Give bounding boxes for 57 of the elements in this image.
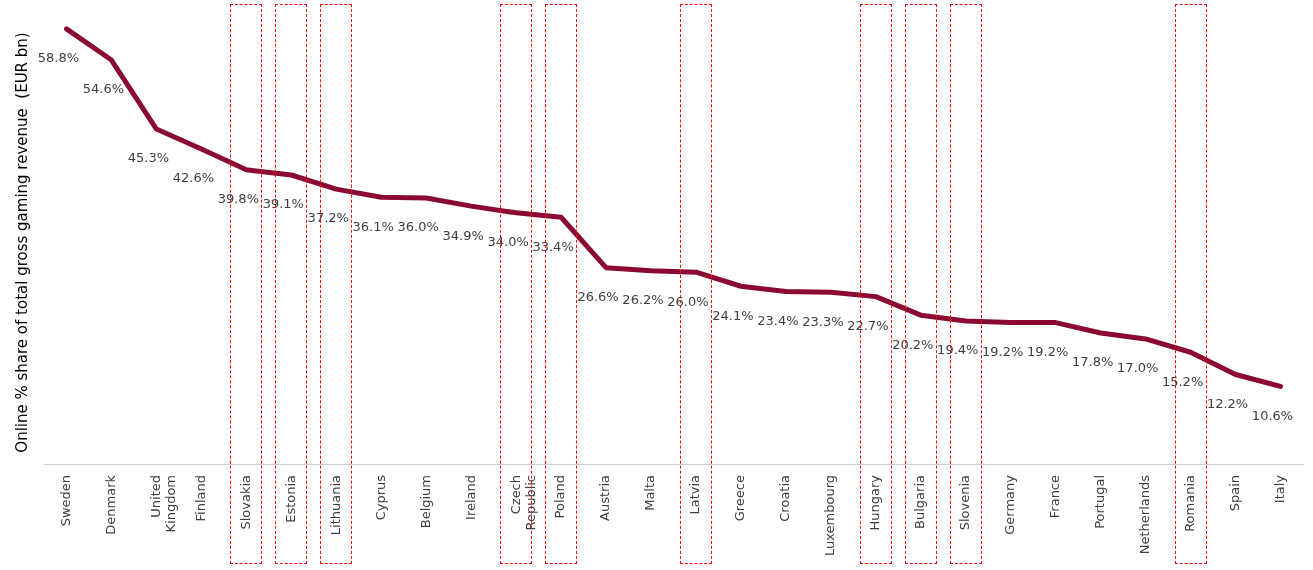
data-label: 34.9%: [442, 227, 484, 243]
x-tick-label: Netherlands: [1137, 474, 1152, 555]
x-tick-label: Cyprus: [372, 474, 388, 521]
x-tick-label: Denmark: [102, 474, 118, 535]
data-label: 17.8%: [1072, 354, 1114, 370]
x-tick-label: Austria: [597, 474, 613, 521]
x-tick-label: Spain: [1226, 474, 1242, 512]
x-tick-label: Hungary: [867, 474, 883, 531]
x-tick-label: Poland: [552, 474, 568, 519]
data-label: 20.2%: [892, 336, 934, 352]
data-label: 58.8%: [37, 50, 80, 66]
data-label: 23.3%: [802, 313, 844, 329]
y-axis-title: Online % share of total gross gaming revenue (EUR bn): [12, 32, 31, 453]
data-label: 17.0%: [1116, 360, 1159, 376]
x-tick-label: Portugal: [1092, 474, 1108, 529]
x-tick-label: Italy: [1271, 474, 1287, 504]
data-label: 36.1%: [352, 218, 394, 234]
data-label: 26.0%: [667, 293, 709, 309]
x-tick-label: Sweden: [57, 474, 73, 527]
x-tick-label: Finland: [192, 474, 208, 522]
x-tick-label: Estonia: [282, 474, 298, 523]
x-tick-label: Romania: [1181, 474, 1197, 532]
x-tick-label: Bulgaria: [912, 474, 928, 529]
x-tick-label: France: [1047, 474, 1063, 519]
data-label: 19.2%: [982, 343, 1024, 359]
data-label: 19.4%: [937, 342, 979, 358]
x-tick-label: Greece: [732, 474, 748, 522]
data-label: 54.6%: [82, 81, 125, 97]
data-label: 15.2%: [1161, 373, 1204, 389]
data-label: 34.0%: [487, 234, 529, 250]
data-label: 26.2%: [622, 292, 664, 308]
data-label: 10.6%: [1251, 407, 1294, 423]
x-tick-label: Malta: [642, 474, 658, 511]
data-label: 42.6%: [172, 170, 215, 186]
x-tick-label: Latvia: [687, 474, 703, 515]
x-tick-label: Slovakia: [237, 474, 253, 530]
x-tick-label: Slovenia: [957, 474, 973, 531]
data-label: 45.3%: [127, 150, 170, 166]
x-tick-label: Germany: [1002, 474, 1018, 535]
x-tick-label: Lithuania: [327, 474, 343, 536]
data-label: 12.2%: [1206, 395, 1249, 411]
data-label: 26.6%: [577, 289, 619, 305]
x-tick-label: Czech Republic: [507, 474, 539, 531]
data-label: 33.4%: [532, 238, 574, 254]
data-label: 39.1%: [262, 196, 304, 212]
data-label: 36.0%: [397, 219, 439, 235]
x-tick-label: United Kingdom: [147, 474, 179, 533]
x-tick-label: Luxembourg: [822, 474, 838, 557]
data-label: 23.4%: [757, 312, 799, 328]
x-tick-label: Belgium: [417, 474, 433, 529]
x-tick-label: Ireland: [462, 474, 478, 520]
x-tick-label: Croatia: [777, 474, 793, 522]
data-label: 39.8%: [217, 191, 259, 207]
data-label: 37.2%: [307, 210, 349, 226]
data-label: 22.7%: [847, 318, 889, 333]
data-label: 19.2%: [1027, 343, 1069, 359]
data-label: 24.1%: [712, 307, 754, 323]
